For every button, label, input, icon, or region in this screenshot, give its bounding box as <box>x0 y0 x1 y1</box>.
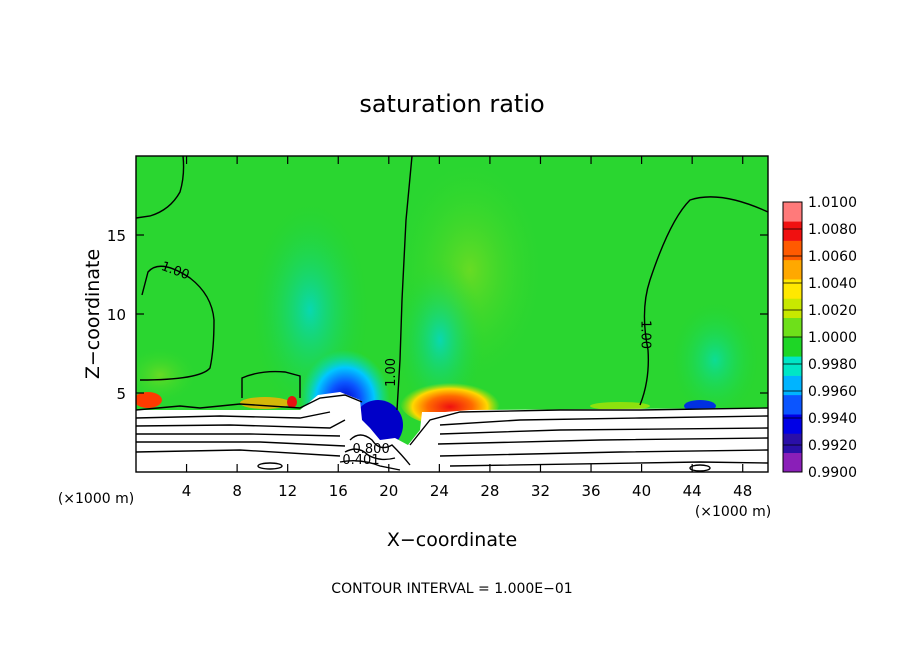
colorbar-swatch <box>783 414 802 434</box>
x-tick-label: 36 <box>581 482 600 500</box>
colorbar-label: 0.9900 <box>808 465 857 481</box>
colorbar-label: 0.9960 <box>808 384 857 400</box>
y-axis-unit: (×1000 m) <box>58 491 134 507</box>
x-tick-label: 20 <box>379 482 398 500</box>
x-tick-label: 40 <box>632 482 651 500</box>
chart-title: saturation ratio <box>359 90 544 118</box>
contour-line <box>136 441 346 447</box>
x-tick-label: 8 <box>232 482 242 500</box>
y-axis-ticks: 5 10 15 <box>107 227 768 403</box>
contour-line <box>136 433 341 437</box>
colorbar-label: 1.0000 <box>808 330 857 346</box>
contour-label: 1.00 <box>638 320 653 349</box>
contour-lines <box>136 156 768 472</box>
colorbar-swatch <box>783 337 802 357</box>
colorbar-swatch <box>783 221 802 241</box>
colorbar-swatch <box>783 259 802 280</box>
colorbar-swatch <box>783 298 802 319</box>
x-axis-label: X−coordinate <box>387 529 517 551</box>
colorbar-label: 1.0100 <box>808 195 857 211</box>
y-axis-label: Z−coordinate <box>82 249 104 379</box>
colorbar-swatch <box>783 452 802 473</box>
colorbar-label: 0.9920 <box>808 438 857 454</box>
contour-line <box>339 459 401 471</box>
contour-label: 1.00 <box>384 358 399 387</box>
contour-line <box>344 448 396 461</box>
contour-line <box>439 427 768 435</box>
contour-line <box>136 419 346 429</box>
y-tick-label: 5 <box>116 385 126 403</box>
contour-line <box>439 415 768 426</box>
y-tick-label: 15 <box>107 227 126 245</box>
colorbar-label: 1.0040 <box>808 276 857 292</box>
x-tick-label: 44 <box>683 482 702 500</box>
x-tick-label: 32 <box>531 482 550 500</box>
colorbar: 1.0100 1.0080 1.0060 1.0040 1.0020 1.0000 0.99… <box>782 195 857 481</box>
colorbar-label: 1.0020 <box>808 303 857 319</box>
contour-line <box>139 265 215 381</box>
x-tick-label: 48 <box>733 482 752 500</box>
contour-label: 0.401 <box>342 453 379 468</box>
contour-line <box>349 434 411 466</box>
contour-line <box>136 449 341 457</box>
colorbar-swatch <box>783 375 802 396</box>
contour-line <box>439 449 768 457</box>
contour-line <box>257 462 283 470</box>
contour-line <box>136 411 331 419</box>
heatmap-field <box>136 156 768 472</box>
field-blob-strip <box>590 402 650 410</box>
colorbar-label: 1.0080 <box>808 222 857 238</box>
contour-line <box>241 370 301 398</box>
contour-line <box>449 461 768 467</box>
contour-line <box>136 394 363 411</box>
contour-interval-note: CONTOUR INTERVAL = 1.000E−01 <box>331 581 572 597</box>
colorbar-label: 0.9940 <box>808 411 857 427</box>
x-axis-ticks: 4 8 12 16 20 24 28 32 36 40 44 48 <box>182 156 752 500</box>
x-tick-label: 16 <box>329 482 348 500</box>
colorbar-swatch <box>783 279 802 299</box>
x-tick-label: 12 <box>278 482 297 500</box>
field-blob-left <box>136 392 162 408</box>
contour-line <box>396 156 413 411</box>
x-tick-label: 24 <box>430 482 449 500</box>
colorbar-swatch <box>783 356 802 376</box>
colorbar-swatch <box>783 433 802 454</box>
colorbar-swatch <box>783 317 802 338</box>
field-blob-small <box>287 396 297 408</box>
contour-line <box>409 407 768 446</box>
x-axis-unit: (×1000 m) <box>695 504 771 520</box>
contour-line <box>136 156 185 219</box>
contour-line <box>639 196 768 406</box>
field-cyan-region-right <box>670 300 760 420</box>
contour-label: 0.800 <box>352 442 389 457</box>
contour-line <box>689 464 711 472</box>
colorbar-label: 1.0060 <box>808 249 857 265</box>
x-tick-label: 4 <box>182 482 192 500</box>
colorbar-swatch <box>783 202 802 222</box>
colorbar-label: 0.9980 <box>808 357 857 373</box>
x-tick-label: 28 <box>480 482 499 500</box>
colorbar-swatch <box>783 394 802 415</box>
field-lime-region-left <box>136 345 200 405</box>
y-tick-label: 10 <box>107 306 126 324</box>
colorbar-swatch <box>783 240 802 261</box>
contour-line <box>437 437 768 445</box>
